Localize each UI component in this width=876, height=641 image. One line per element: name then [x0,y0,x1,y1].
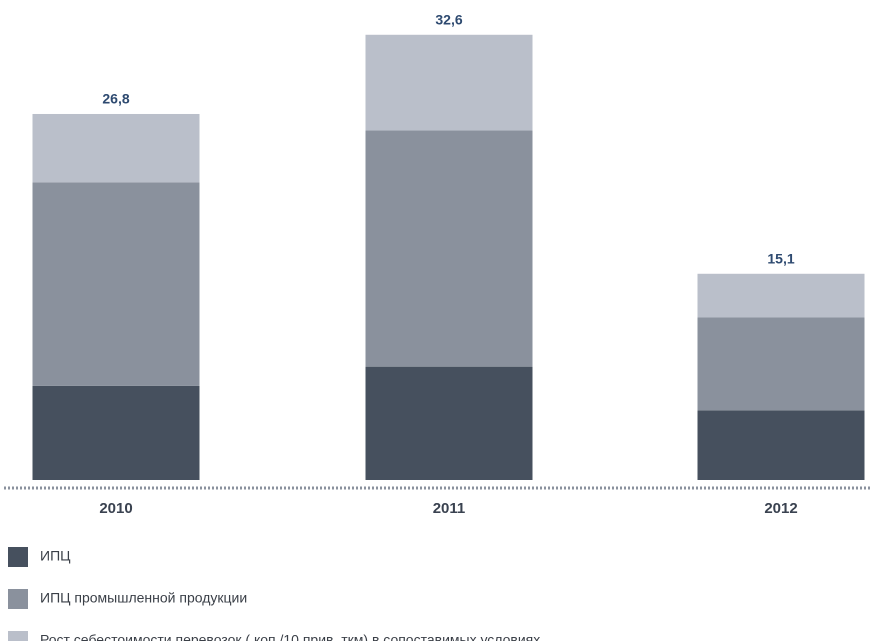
bar-segment [365,366,533,480]
x-tick-label: 2011 [433,500,466,517]
x-tick-label: 2010 [99,500,132,517]
bar-segment [365,130,533,367]
x-tick-label: 2012 [764,500,797,517]
bar-segment [697,273,865,318]
total-label: 32,6 [435,11,462,27]
legend-swatch [8,589,28,609]
legend-label: ИПЦ [40,548,71,564]
bar-segment [32,113,200,183]
bar-segment [697,317,865,411]
legend-label: Рост себестоимости перевозок ( коп./10 п… [40,632,540,641]
bar-segment [697,410,865,480]
legend-swatch [8,547,28,567]
total-label: 15,1 [767,250,794,266]
bar-segment [32,385,200,480]
bar-segment [32,182,200,386]
total-label: 26,8 [102,91,129,107]
bar-segment [365,34,533,131]
legend-label: ИПЦ промышленной продукции [40,590,247,606]
legend-swatch [8,631,28,641]
